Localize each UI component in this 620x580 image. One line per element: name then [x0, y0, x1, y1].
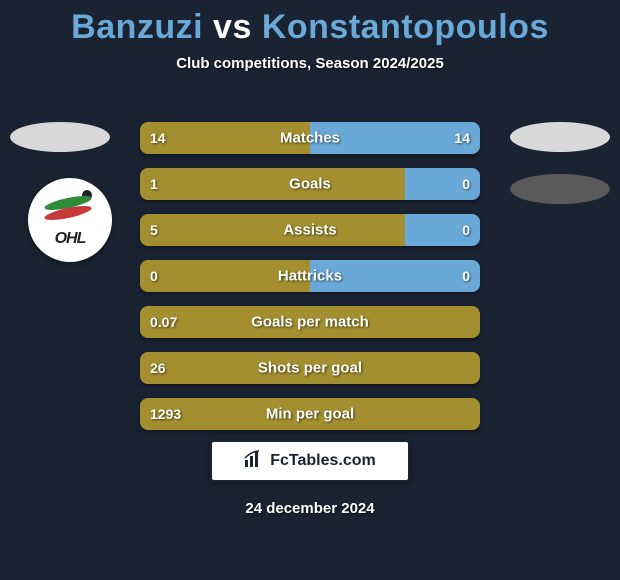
stat-bar-track [140, 168, 480, 200]
player2-badge-placeholder [510, 122, 610, 152]
stat-bar-left [140, 398, 480, 430]
stat-bar-track [140, 214, 480, 246]
stat-row: Matches1414 [140, 122, 480, 154]
stat-row: Shots per goal26 [140, 352, 480, 384]
stat-bar-left [140, 260, 310, 292]
stat-bar-left [140, 122, 310, 154]
stat-row: Goals per match0.07 [140, 306, 480, 338]
stat-bar-track [140, 398, 480, 430]
player1-badge-placeholder [10, 122, 110, 152]
footer-brand-text: FcTables.com [270, 452, 376, 470]
stat-bar-track [140, 352, 480, 384]
title-vs: vs [213, 8, 252, 46]
stat-bar-right [405, 214, 480, 246]
stat-bar-track [140, 306, 480, 338]
stats-bars-container: Matches1414 Goals10 Assists50 Hattricks00 Go… [140, 122, 480, 444]
stat-bar-track [140, 260, 480, 292]
club-badge-graphic: OHL [38, 188, 102, 252]
bar-chart-icon [244, 450, 264, 473]
subtitle: Club competitions, Season 2024/2025 [0, 55, 620, 72]
page-title: Banzuzi vs Konstantopoulos [0, 0, 620, 47]
stat-bar-right [310, 122, 480, 154]
footer-date: 24 december 2024 [0, 500, 620, 517]
stat-bar-left [140, 168, 405, 200]
stat-row: Hattricks00 [140, 260, 480, 292]
stat-bar-right [405, 168, 480, 200]
footer-brand: FcTables.com [210, 440, 410, 482]
title-player1: Banzuzi [71, 8, 203, 46]
stat-bar-track [140, 122, 480, 154]
stat-bar-left [140, 214, 405, 246]
club-badge-text: OHL [38, 230, 102, 248]
stat-bar-right [310, 260, 480, 292]
player2-club-badge-placeholder [510, 174, 610, 204]
player1-club-badge: OHL [28, 178, 112, 262]
stat-bar-left [140, 306, 480, 338]
stat-bar-left [140, 352, 480, 384]
stat-row: Goals10 [140, 168, 480, 200]
stat-row: Assists50 [140, 214, 480, 246]
stat-row: Min per goal1293 [140, 398, 480, 430]
title-player2: Konstantopoulos [262, 8, 549, 46]
